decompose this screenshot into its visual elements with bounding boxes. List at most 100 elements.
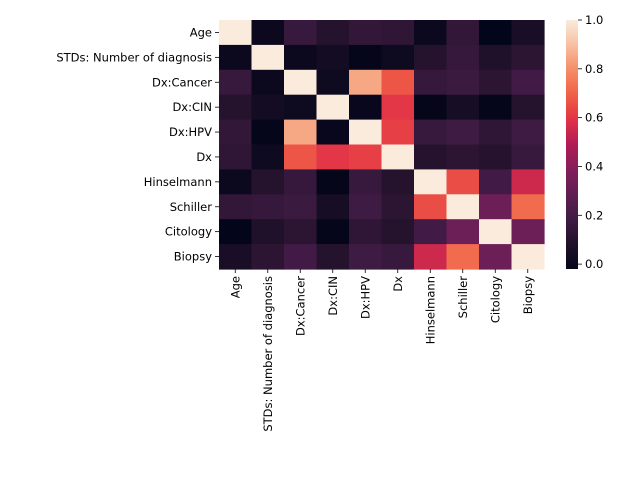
- heatmap-cell: [511, 20, 545, 46]
- heatmap-cell: [511, 169, 545, 195]
- heatmap-cell: [479, 144, 513, 170]
- heatmap-cell: [381, 244, 415, 270]
- heatmap-cell: [316, 69, 350, 96]
- heatmap-cell: [349, 219, 383, 245]
- column-label: Biopsy: [521, 276, 535, 314]
- heatmap-cell: [511, 119, 545, 146]
- heatmap-cell: [284, 219, 318, 245]
- heatmap-cell: [284, 94, 318, 121]
- heatmap-cell: [381, 169, 415, 195]
- column-label: Dx: [391, 276, 405, 292]
- heatmap-cell: [316, 144, 350, 170]
- column-labels: Age STDs: Number of diagnosis Dx:Cancer Dx:…: [228, 269, 535, 432]
- row-label: Dx: [196, 150, 212, 164]
- heatmap-cell: [284, 194, 318, 220]
- heatmap-cell: [446, 169, 480, 195]
- heatmap-cell: [414, 69, 448, 96]
- heatmap-cell: [479, 44, 513, 71]
- heatmap-cell: [316, 219, 350, 245]
- heatmap-cell: [284, 169, 318, 195]
- heatmap-cell: [381, 219, 415, 245]
- column-label: Schiller: [456, 276, 470, 319]
- heatmap-cell: [219, 119, 253, 146]
- colorbar-tick-label: 0.8: [585, 62, 603, 76]
- heatmap-cell: [446, 69, 480, 96]
- heatmap-cell: [414, 119, 448, 146]
- column-label: Citology: [488, 276, 502, 323]
- heatmap-cell: [284, 69, 318, 96]
- heatmap-cell: [316, 194, 350, 220]
- heatmap-cell: [446, 194, 480, 220]
- heatmap-cell: [446, 119, 480, 146]
- heatmap-cell: [381, 69, 415, 96]
- column-label: Hinselmann: [423, 276, 437, 344]
- heatmap-cell: [381, 20, 415, 46]
- heatmap-cell: [414, 194, 448, 220]
- row-label: Biopsy: [174, 250, 212, 264]
- heatmap-cell: [479, 219, 513, 245]
- heatmap-cell: [414, 144, 448, 170]
- row-labels: Age STDs: Number of diagnosis Dx:Cancer Dx:…: [56, 25, 219, 264]
- heatmap-cell: [479, 119, 513, 146]
- heatmap-cell: [349, 119, 383, 146]
- heatmap-cell: [316, 44, 350, 71]
- heatmap-cell: [446, 44, 480, 71]
- heatmap-cell: [219, 94, 253, 121]
- heatmap-cell: [446, 244, 480, 270]
- row-label: Dx:HPV: [169, 125, 212, 139]
- heatmap-cell: [219, 69, 253, 96]
- heatmap-cell: [381, 119, 415, 146]
- heatmap-cell: [349, 20, 383, 46]
- heatmap-cell: [219, 169, 253, 195]
- heatmap-cell: [511, 144, 545, 170]
- heatmap-cell: [251, 194, 285, 220]
- heatmap-cell: [251, 69, 285, 96]
- column-label: Age: [228, 276, 242, 298]
- heatmap-cell: [349, 144, 383, 170]
- row-label: Hinselmann: [144, 175, 212, 189]
- colorbar: [566, 20, 578, 269]
- heatmap-cell: [251, 20, 285, 46]
- heatmap-cell: [219, 44, 253, 71]
- column-label: Dx:Cancer: [293, 276, 307, 336]
- heatmap-cell: [414, 44, 448, 71]
- heatmap-cell: [219, 219, 253, 245]
- heatmap-cell: [219, 20, 253, 46]
- heatmap-cell: [284, 44, 318, 71]
- colorbar-ticks: 0.0 0.2 0.4 0.6 0.8 1.0: [578, 13, 603, 271]
- heatmap-cell: [511, 44, 545, 71]
- heatmap-cell: [511, 244, 545, 270]
- heatmap-cell: [414, 94, 448, 121]
- heatmap-cell: [479, 169, 513, 195]
- heatmap-cell: [414, 244, 448, 270]
- colorbar-tick-label: 0.2: [585, 208, 603, 222]
- heatmap-cell: [349, 244, 383, 270]
- heatmap-cell: [381, 44, 415, 71]
- heatmap-cell: [349, 169, 383, 195]
- heatmap-cell: [251, 219, 285, 245]
- column-label: STDs: Number of diagnosis: [261, 276, 275, 432]
- heatmap-cell: [316, 244, 350, 270]
- colorbar-tick-label: 0.0: [585, 257, 603, 271]
- heatmap-cell: [511, 219, 545, 245]
- row-label: Citology: [165, 225, 212, 239]
- heatmap-cell: [284, 119, 318, 146]
- heatmap-cell: [381, 194, 415, 220]
- row-label: STDs: Number of diagnosis: [56, 50, 212, 64]
- heatmap-cell: [511, 194, 545, 220]
- colorbar-tick-label: 1.0: [585, 13, 603, 27]
- column-label: Dx:HPV: [358, 276, 372, 319]
- heatmap-cell: [316, 20, 350, 46]
- heatmap-cell: [284, 20, 318, 46]
- heatmap-cell: [316, 169, 350, 195]
- heatmap-cell: [284, 244, 318, 270]
- heatmap-cell: [381, 144, 415, 170]
- heatmap-cell: [446, 219, 480, 245]
- heatmap-cell: [414, 20, 448, 46]
- heatmap-cell: [479, 69, 513, 96]
- row-label: Schiller: [170, 200, 213, 214]
- heatmap-cell: [219, 194, 253, 220]
- heatmap-cell: [349, 44, 383, 71]
- heatmap-cell: [511, 69, 545, 96]
